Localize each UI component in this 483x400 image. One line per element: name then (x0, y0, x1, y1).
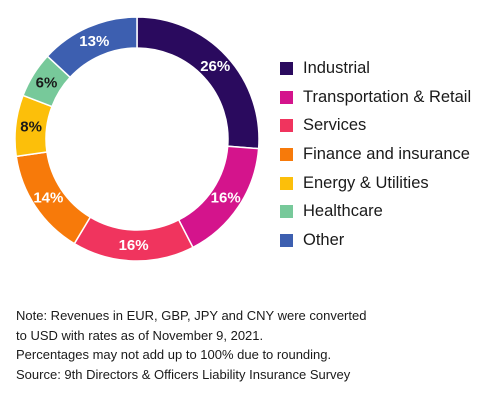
slice-other (46, 16, 138, 79)
chart-notes: Note: Revenues in EUR, GBP, JPY and CNY … (16, 306, 366, 384)
slice-industrial (136, 16, 260, 150)
legend-swatch (280, 119, 293, 133)
legend-item-services: Services (280, 111, 471, 140)
donut-value-labels: 26% 16% 16% 14% 8% 6% 13% (20, 33, 240, 254)
legend-label: Finance and insurance (303, 144, 470, 163)
note-line: Percentages may not add up to 100% due t… (16, 347, 332, 362)
value-label-energy-and-utilities: 8% (20, 119, 42, 136)
value-label-industrial: 26% (200, 58, 230, 75)
legend-label: Other (303, 230, 345, 249)
value-label-finance-and-insurance: 14% (33, 189, 63, 206)
legend-swatch (280, 176, 293, 190)
legend-item-other: Other (280, 226, 471, 255)
value-label-transportation-and-retail: 16% (211, 189, 241, 206)
legend-item-finance-and-insurance: Finance and insurance (280, 140, 471, 169)
chart-legend: Industrial Transportation & Retail Service… (280, 54, 471, 255)
note-line: to USD with rates as of November 9, 2021… (16, 327, 264, 343)
legend-swatch (280, 147, 293, 161)
legend-swatch (280, 205, 293, 219)
legend-label: Healthcare (303, 202, 383, 221)
legend-item-industrial: Industrial (280, 54, 471, 83)
note-line: Note: Revenues in EUR, GBP, JPY and CNY … (16, 308, 367, 323)
legend-label: Transportation & Retail (303, 87, 472, 106)
legend-item-energy-and-utilities: Energy & Utilities (280, 169, 471, 198)
legend-label: Services (303, 116, 367, 135)
value-label-other: 13% (79, 33, 109, 50)
donut-chart: 26% 16% 16% 14% 8% 6% 13% (14, 16, 260, 262)
note-line: Source: 9th Directors & Officers Liabili… (16, 366, 351, 382)
legend-item-healthcare: Healthcare (280, 197, 471, 226)
legend-swatch (280, 61, 293, 75)
legend-swatch (280, 233, 293, 247)
legend-swatch (280, 90, 293, 104)
legend-label: Energy & Utilities (303, 173, 429, 192)
donut-slices (14, 16, 260, 262)
legend-label: Industrial (303, 58, 370, 77)
value-label-healthcare: 6% (36, 74, 58, 91)
value-label-services: 16% (119, 237, 149, 254)
legend-item-transportation-and-retail: Transportation & Retail (280, 83, 471, 112)
